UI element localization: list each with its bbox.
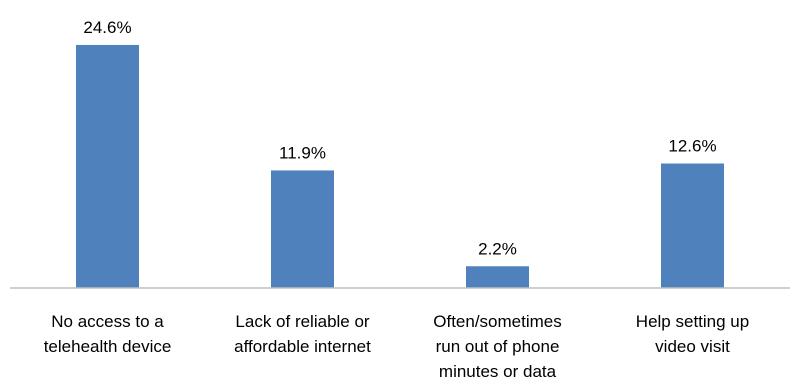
- category-label-line: Lack of reliable or: [235, 312, 370, 331]
- category-label-2: Lack of reliable or affordable internet: [234, 312, 371, 356]
- data-label-2: 11.9%: [279, 143, 326, 162]
- category-label-line: run out of phone: [436, 337, 560, 356]
- category-label-line: minutes or data: [439, 362, 557, 381]
- category-label-1: No access to a telehealth device: [44, 312, 172, 356]
- category-label-line: Help setting up: [636, 312, 749, 331]
- bar-3: [466, 266, 529, 288]
- category-labels-group: No access to a telehealth device Lack of r…: [44, 312, 750, 381]
- bars-group: [76, 44, 724, 289]
- category-label-line: telehealth device: [44, 337, 172, 356]
- category-label-line: No access to a: [51, 312, 164, 331]
- category-label-3: Often/sometimes run out of phone minutes o…: [433, 312, 562, 381]
- bar-1: [76, 44, 139, 289]
- data-label-4: 12.6%: [668, 137, 716, 156]
- category-label-line: video visit: [655, 337, 730, 356]
- category-label-line: Often/sometimes: [433, 312, 562, 331]
- bar-4: [661, 163, 724, 288]
- category-label-line: affordable internet: [234, 337, 371, 356]
- bar-2: [271, 170, 334, 288]
- data-label-1: 24.6%: [83, 18, 131, 37]
- category-label-4: Help setting up video visit: [636, 312, 749, 356]
- data-labels-group: 24.6% 11.9% 2.2% 12.6%: [83, 18, 716, 258]
- data-label-3: 2.2%: [478, 239, 517, 258]
